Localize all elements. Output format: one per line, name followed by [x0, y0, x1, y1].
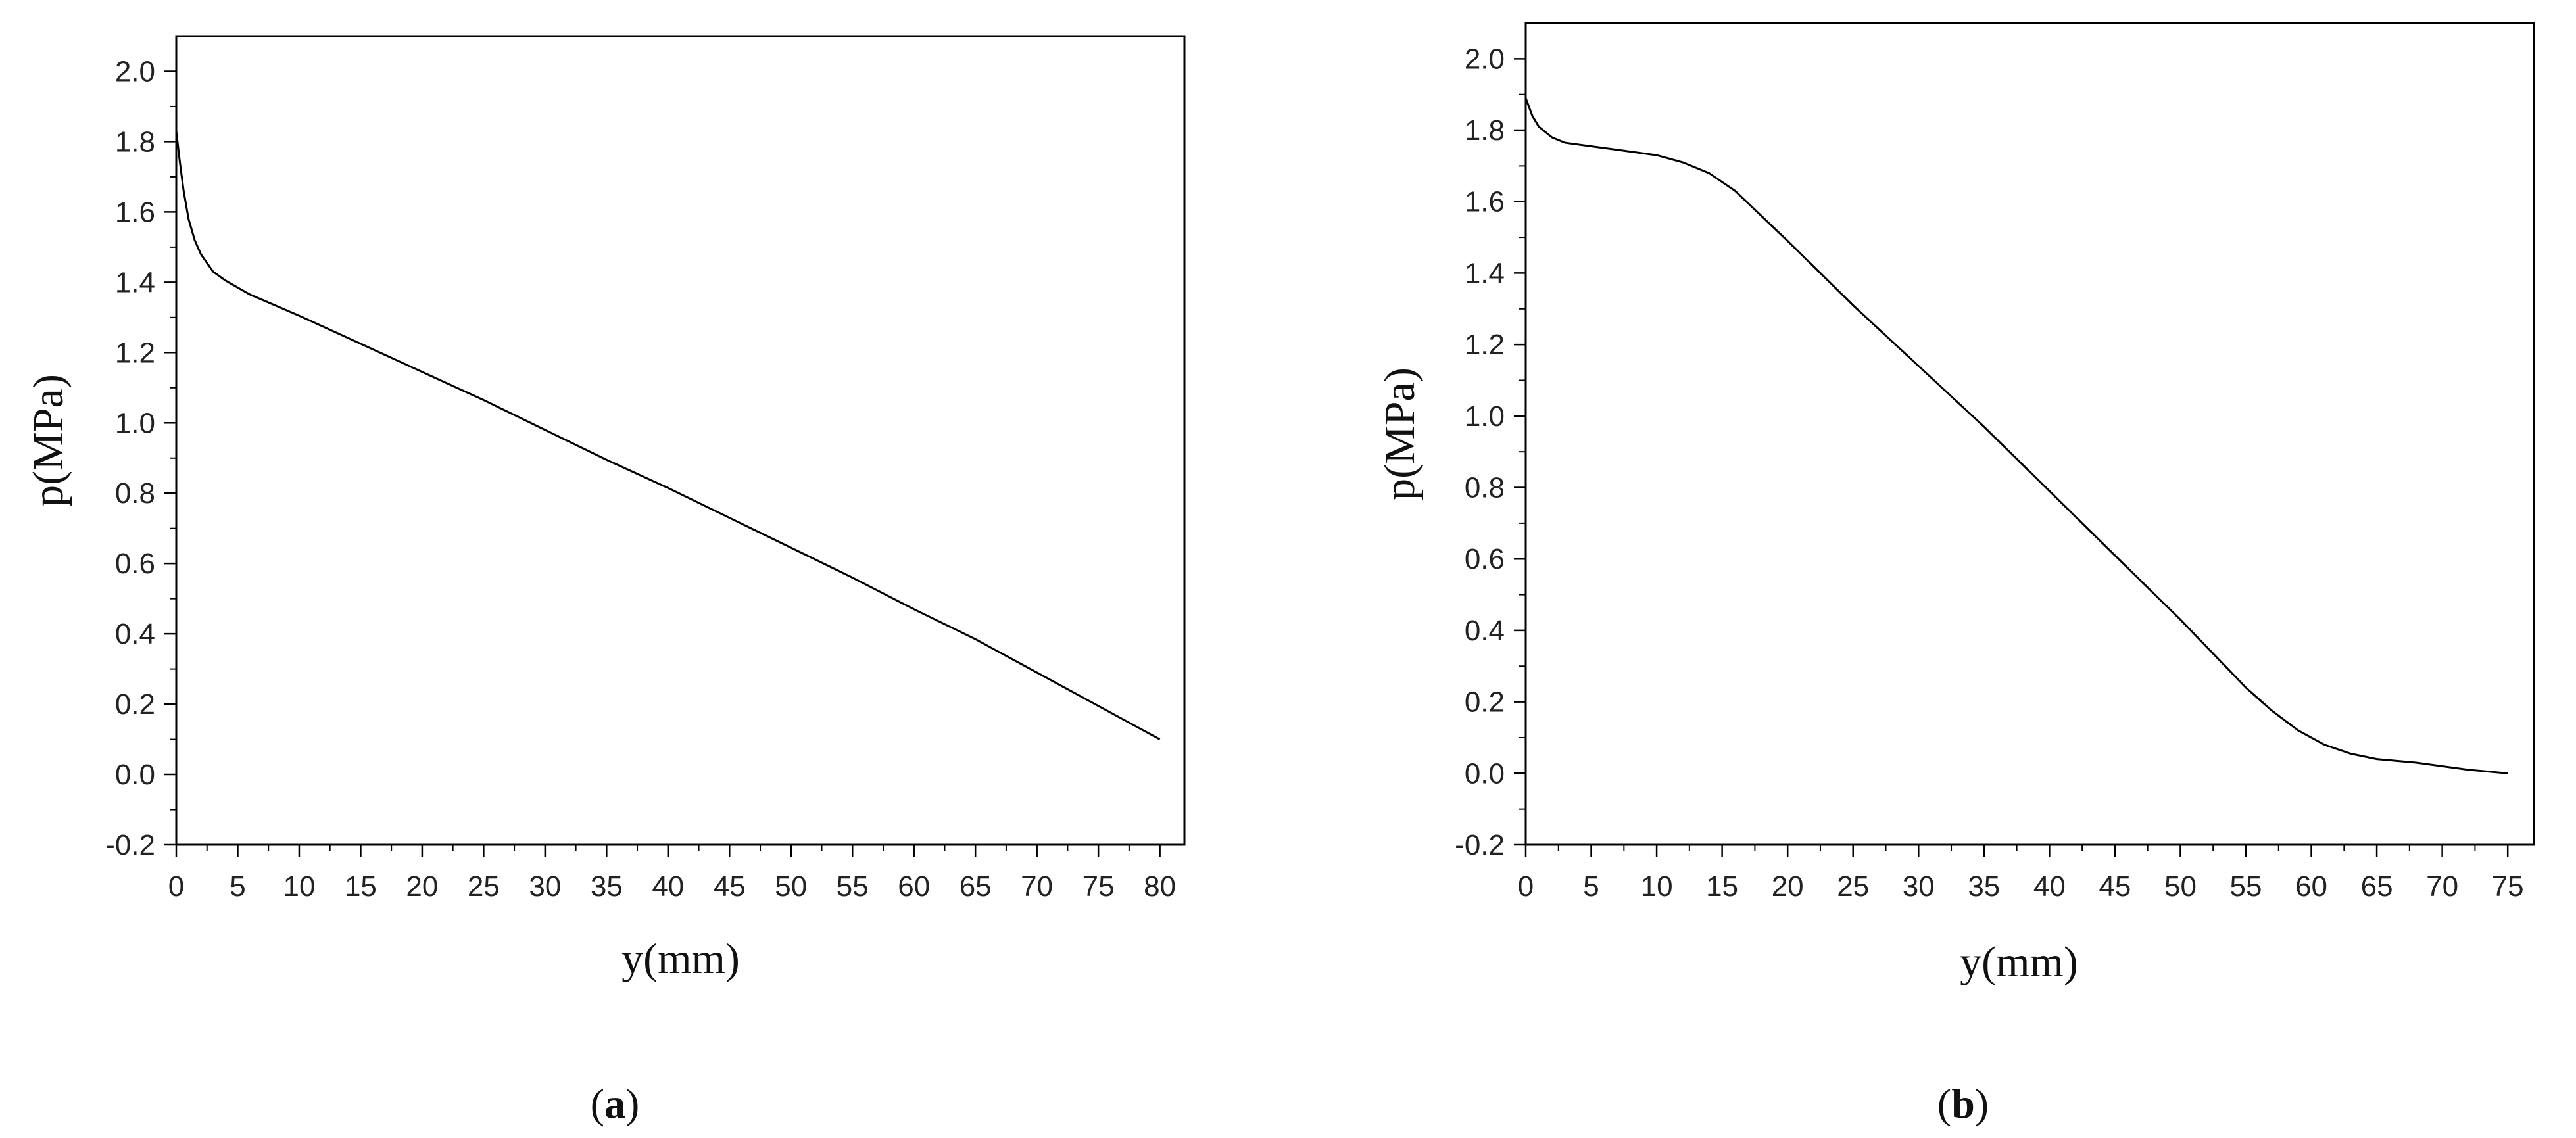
- x-tick-label: 40: [652, 870, 684, 903]
- x-tick-label: 75: [2492, 870, 2524, 903]
- series-line-a: [175, 131, 1161, 740]
- x-tick-label: 65: [960, 870, 992, 903]
- y-axis-title-a: p(MPa): [24, 374, 72, 507]
- y-tick-label: 1.4: [1465, 257, 1505, 289]
- tick-labels-a: 0 5 10 15 20 25 30 35 40 45 50 55 60 65 70 75 80 -0.2 0.0 0…: [105, 55, 1176, 903]
- y-tick-label: 0.2: [115, 688, 155, 721]
- x-tick-label: 0: [1518, 870, 1534, 903]
- x-tick-label: 20: [1772, 870, 1804, 903]
- panel-label-a: (a): [591, 1080, 640, 1127]
- x-tick-label: 10: [1641, 870, 1673, 903]
- x-tick-label: 0: [168, 870, 184, 903]
- tick-marks-a: [164, 70, 1161, 857]
- x-tick-label: 10: [283, 870, 315, 903]
- y-tick-label: -0.2: [105, 829, 155, 861]
- x-tick-label: 30: [529, 870, 561, 903]
- x-tick-label: 25: [468, 870, 500, 903]
- y-tick-label: 1.2: [115, 337, 155, 369]
- y-tick-label: 1.2: [1465, 329, 1505, 361]
- x-tick-label: 60: [898, 870, 930, 903]
- x-tick-label: 35: [1968, 870, 2000, 903]
- y-tick-label: 1.4: [115, 266, 155, 298]
- x-tick-label: 15: [1706, 870, 1738, 903]
- x-axis-title-b: y(mm): [1960, 938, 2078, 986]
- x-tick-label: 80: [1144, 870, 1176, 903]
- y-tick-label: 1.6: [115, 196, 155, 228]
- plot-frame-b: [1524, 22, 2535, 846]
- tick-labels-b: 0 5 10 15 20 25 30 35 40 45 50 55 60 65 70 75 -0.2 0.0 0.2…: [1455, 43, 2523, 903]
- y-tick-label: 2.0: [1465, 43, 1505, 75]
- y-tick-label: 2.0: [115, 55, 155, 87]
- x-tick-label: 5: [230, 870, 245, 903]
- y-tick-label: 1.6: [1465, 186, 1505, 218]
- y-tick-label: 1.0: [1465, 400, 1505, 433]
- y-axis-title-b: p(MPa): [1376, 367, 1424, 500]
- x-tick-label: 75: [1082, 870, 1115, 903]
- plot-frame-a: [175, 35, 1186, 846]
- panel-label-b: (b): [1937, 1080, 1989, 1127]
- y-tick-label: 0.4: [115, 618, 155, 650]
- y-tick-label: 1.8: [115, 126, 155, 158]
- x-tick-label: 30: [1903, 870, 1935, 903]
- x-tick-label: 15: [345, 870, 377, 903]
- x-tick-label: 70: [2426, 870, 2458, 903]
- x-tick-label: 20: [406, 870, 438, 903]
- x-tick-label: 60: [2295, 870, 2327, 903]
- x-tick-label: 70: [1021, 870, 1053, 903]
- y-tick-label: 0.8: [115, 477, 155, 510]
- chart-panel-a: 0 5 10 15 20 25 30 35 40 45 50 55 60 65 70 75 80 -0.2 0.0 0…: [24, 35, 1186, 1127]
- x-tick-label: 50: [2164, 870, 2197, 903]
- x-tick-label: 45: [2099, 870, 2131, 903]
- y-tick-label: 0.6: [1465, 543, 1505, 575]
- y-tick-label: 1.8: [1465, 114, 1505, 147]
- y-tick-label: 0.6: [115, 548, 155, 580]
- tick-marks-b: [1514, 58, 2509, 857]
- x-tick-label: 5: [1583, 870, 1599, 903]
- x-tick-label: 50: [775, 870, 807, 903]
- x-tick-label: 35: [591, 870, 623, 903]
- x-tick-label: 55: [837, 870, 869, 903]
- y-tick-label: 0.0: [1465, 757, 1505, 790]
- y-tick-label: 0.0: [115, 759, 155, 791]
- series-line-b: [1524, 97, 2508, 774]
- x-axis-title-a: y(mm): [621, 935, 740, 983]
- x-tick-label: 25: [1837, 870, 1869, 903]
- y-tick-label: 0.4: [1465, 615, 1505, 647]
- x-tick-label: 65: [2361, 870, 2393, 903]
- y-tick-label: -0.2: [1455, 829, 1505, 861]
- x-tick-label: 55: [2230, 870, 2262, 903]
- chart-panel-b: 0 5 10 15 20 25 30 35 40 45 50 55 60 65 70 75 -0.2 0.0 0.2…: [1376, 22, 2535, 1127]
- x-tick-label: 45: [714, 870, 746, 903]
- y-tick-label: 0.8: [1465, 472, 1505, 504]
- y-tick-label: 0.2: [1465, 686, 1505, 719]
- x-tick-label: 40: [2033, 870, 2066, 903]
- y-tick-label: 1.0: [115, 407, 155, 439]
